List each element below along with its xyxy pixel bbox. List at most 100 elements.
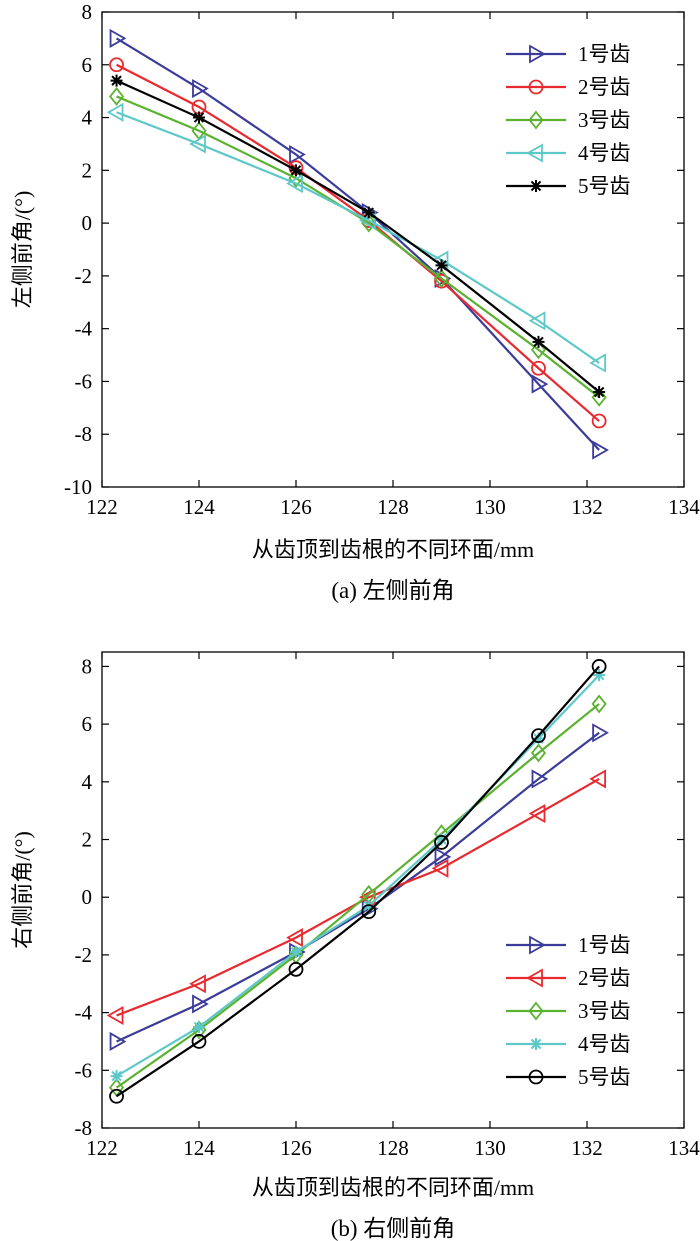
- series-1-point: [592, 440, 609, 460]
- y-tick-label: -10: [64, 475, 92, 499]
- series-2-point: [286, 928, 303, 948]
- series-5-point: [191, 1034, 207, 1049]
- series-2-point: [189, 974, 206, 994]
- x-tick-label: 122: [86, 1136, 118, 1160]
- y-tick-label: 0: [82, 211, 93, 235]
- series-1-point: [192, 78, 209, 99]
- series-3-point: [591, 387, 607, 407]
- x-tick-label: 134: [668, 495, 700, 519]
- y-tick-label: -2: [75, 943, 93, 967]
- y-tick-label: 4: [82, 770, 93, 794]
- series-line-5: [115, 665, 600, 1098]
- series-4-point: [286, 173, 303, 194]
- legend-marker: [528, 110, 544, 130]
- legend-label: 4号齿: [578, 141, 631, 165]
- series-5-point: [288, 961, 304, 977]
- y-tick-label: 4: [82, 106, 93, 130]
- series-1-point: [109, 28, 127, 48]
- series-line-3: [116, 95, 600, 399]
- series-1-point: [592, 723, 609, 743]
- legend-label: 3号齿: [578, 999, 631, 1023]
- series-5-point: [435, 259, 448, 272]
- series-3-point: [433, 269, 450, 288]
- legend-label: 3号齿: [578, 108, 631, 132]
- y-tick-label: 0: [82, 885, 93, 909]
- series-line-1: [116, 731, 600, 1043]
- series-line-4: [116, 111, 600, 364]
- series-5-point: [361, 904, 377, 920]
- series-1-point: [531, 374, 549, 394]
- x-axis-label: 从齿顶到齿根的不同环面/mm: [252, 1175, 534, 1200]
- series-2-point: [106, 1005, 124, 1026]
- series-3-point: [530, 743, 547, 763]
- y-tick-label: 2: [82, 828, 93, 852]
- series-3-point: [361, 213, 377, 233]
- series-1-point: [434, 847, 452, 867]
- y-tick-label: -6: [75, 369, 93, 393]
- legend-label: 2号齿: [578, 966, 631, 990]
- series-1-point: [192, 994, 209, 1014]
- legend-marker: [529, 935, 546, 955]
- x-tick-label: 124: [183, 1136, 215, 1160]
- x-tick-label: 126: [280, 1136, 312, 1160]
- legend-label: 5号齿: [578, 1065, 631, 1089]
- x-tick-label: 122: [86, 495, 118, 519]
- x-tick-label: 128: [377, 1136, 409, 1160]
- series-3-point: [591, 694, 607, 714]
- series-4-point: [110, 1070, 123, 1083]
- x-tick-label: 130: [474, 1136, 506, 1160]
- series-2-point: [109, 57, 124, 73]
- y-tick-label: 6: [82, 712, 93, 736]
- y-tick-label: 8: [82, 654, 93, 678]
- y-tick-label: 8: [82, 0, 93, 24]
- x-tick-label: 130: [474, 495, 506, 519]
- series-line-2: [116, 777, 600, 1017]
- series-4-point: [290, 946, 302, 959]
- y-tick-label: 2: [82, 158, 93, 182]
- series-5-point: [591, 659, 607, 674]
- series-line-4: [115, 674, 600, 1078]
- legend-label: 4号齿: [578, 1032, 631, 1056]
- series-line-3: [115, 703, 600, 1089]
- legend-marker: [529, 44, 546, 64]
- series-4-point: [532, 732, 545, 745]
- y-tick-label: -8: [75, 1116, 93, 1140]
- x-tick-label: 126: [280, 495, 312, 519]
- chart-left-rake-angle: 122 124 126 128 130 132 134 -10 -8 -6 -4 -2 0 2 4 6 8 从齿顶…: [10, 0, 700, 603]
- series-2-point: [528, 804, 546, 824]
- x-tick-label: 124: [183, 495, 215, 519]
- series-1-point: [109, 1031, 127, 1052]
- y-axis-label: 右侧前角/(°): [10, 831, 35, 949]
- legend-label: 1号齿: [578, 933, 631, 957]
- series-5-point: [362, 206, 375, 219]
- legend-marker: [528, 79, 544, 95]
- series-4-point: [435, 833, 448, 846]
- series-1-point: [289, 144, 306, 165]
- series-4-point: [589, 353, 607, 373]
- series-4-point: [106, 102, 124, 122]
- legend-label: 2号齿: [578, 75, 631, 99]
- legend-marker: [530, 180, 542, 192]
- x-tick-label: 132: [571, 495, 603, 519]
- x-axis-label: 从齿顶到齿根的不同环面/mm: [252, 537, 534, 562]
- y-tick-label: -8: [75, 422, 93, 446]
- series-4-point: [528, 311, 546, 331]
- series-line-2: [116, 63, 600, 422]
- series-4-point: [193, 1021, 205, 1034]
- series-3-point: [108, 87, 125, 106]
- series-1-point: [531, 769, 549, 789]
- series-5-point: [531, 728, 546, 744]
- x-tick-label: 128: [377, 495, 409, 519]
- chart-right-rake-angle: 122 124 126 128 130 132 134 -8 -6 -4 -2 0 2 4 6 8 从齿顶到齿根…: [10, 651, 700, 1241]
- y-tick-label: -6: [75, 1058, 93, 1082]
- chart-caption: (a) 左侧前角: [331, 578, 454, 603]
- series-2-point: [589, 769, 607, 789]
- series-5-point: [109, 1088, 124, 1104]
- x-tick-label: 134: [668, 1136, 700, 1160]
- legend-label: 5号齿: [578, 174, 631, 198]
- series-2-point: [431, 858, 449, 878]
- legend-marker: [526, 143, 543, 163]
- series-5-point: [290, 164, 302, 177]
- series-2-point: [531, 360, 546, 376]
